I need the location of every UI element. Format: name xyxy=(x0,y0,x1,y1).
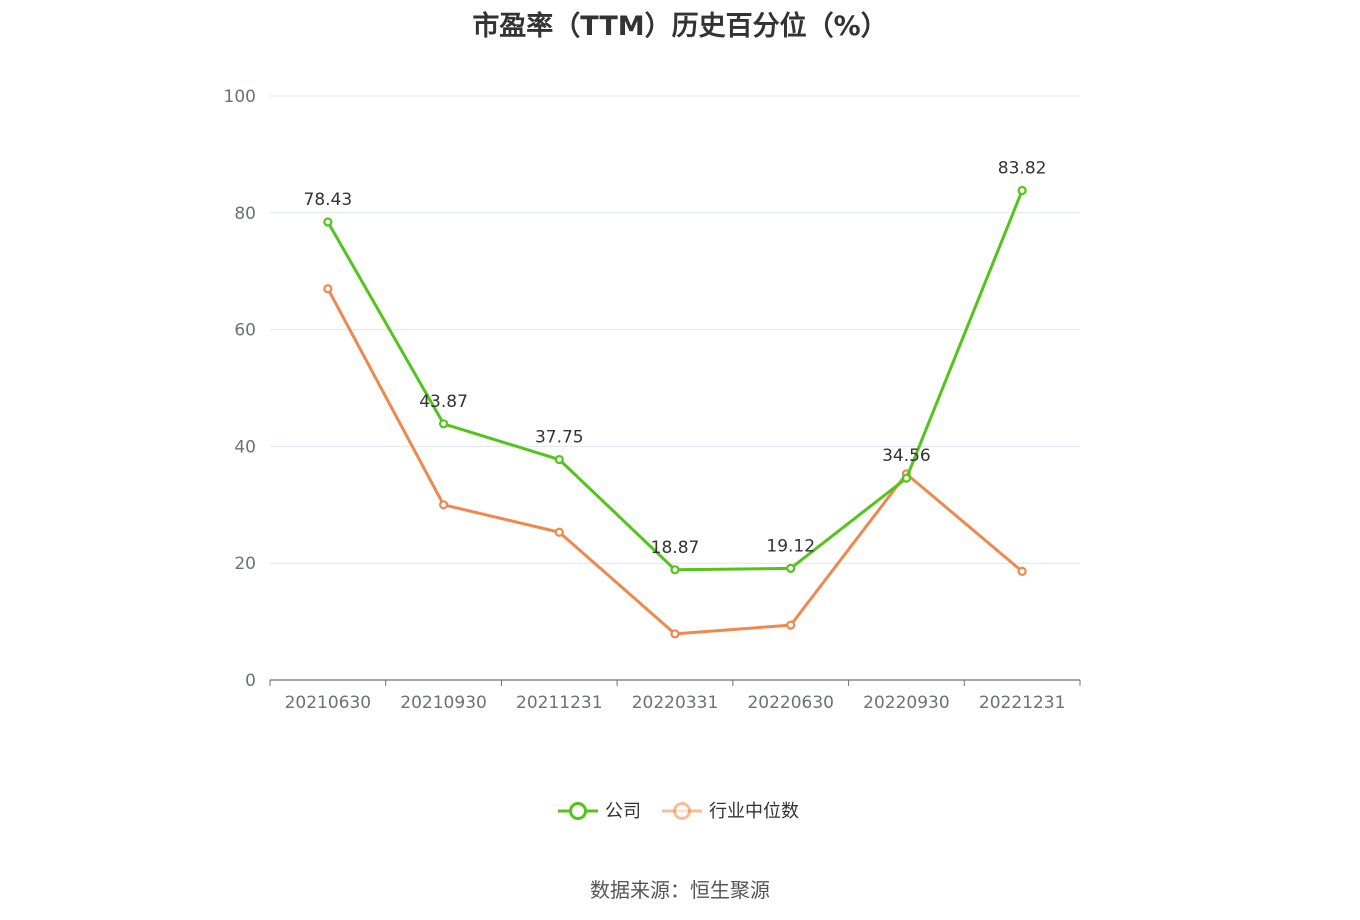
legend-item-0[interactable]: 公司 xyxy=(558,801,641,822)
legend-label: 公司 xyxy=(605,801,641,822)
axes: 0 20 40 60 80 100 20210630 20210930 20211231 2022… xyxy=(224,87,1081,713)
x-tick-label: 20220930 xyxy=(863,693,950,713)
series-lines xyxy=(323,185,1027,639)
data-label: 37.75 xyxy=(535,428,584,448)
legend[interactable]: 公司 行业中位数 xyxy=(558,801,799,822)
x-tick-label: 20210630 xyxy=(285,693,372,713)
y-tick-label: 20 xyxy=(234,554,256,574)
grid-lines xyxy=(270,95,1080,564)
data-point-0 xyxy=(1017,185,1027,196)
data-point-1 xyxy=(554,527,564,537)
data-point-0 xyxy=(786,563,796,573)
data-point-1 xyxy=(786,620,796,630)
chart-title: 市盈率（TTM）历史百分位（%） xyxy=(472,11,888,42)
data-point-0 xyxy=(554,454,564,465)
data-label: 19.12 xyxy=(766,536,815,556)
legend-marker xyxy=(673,802,691,820)
data-label: 34.56 xyxy=(882,446,931,466)
source-note: 数据来源：恒生聚源 xyxy=(590,878,770,902)
data-point-1 xyxy=(438,500,449,510)
series-line-0 xyxy=(326,189,1024,572)
data-label: 78.43 xyxy=(304,190,353,210)
data-point-0 xyxy=(901,473,912,483)
data-label: 18.87 xyxy=(651,538,700,558)
y-tick-label: 40 xyxy=(234,437,256,457)
data-point-1 xyxy=(323,284,333,294)
x-tick-label: 20211231 xyxy=(516,693,603,713)
legend-marker xyxy=(569,802,587,820)
data-point-0 xyxy=(438,419,449,429)
data-label: 83.82 xyxy=(998,158,1047,178)
x-tick-label: 20210930 xyxy=(400,693,487,713)
x-tick-label: 20220331 xyxy=(632,693,719,713)
data-labels: 78.43 43.87 37.75 18.87 19.12 34.56 83.82 xyxy=(304,158,1047,557)
data-point-1 xyxy=(670,629,680,639)
x-tick-label: 20221231 xyxy=(979,693,1066,713)
y-tick-label: 80 xyxy=(234,204,256,224)
data-label: 43.87 xyxy=(419,392,468,412)
x-tick-label: 20220630 xyxy=(747,693,834,713)
data-point-0 xyxy=(323,217,333,227)
legend-label: 行业中位数 xyxy=(709,801,799,822)
legend-item-1[interactable]: 行业中位数 xyxy=(662,801,799,822)
y-tick-label: 100 xyxy=(224,87,256,107)
y-tick-label: 60 xyxy=(234,321,256,341)
data-point-1 xyxy=(1017,566,1027,576)
y-tick-label: 0 xyxy=(245,671,256,691)
data-point-0 xyxy=(670,565,680,575)
